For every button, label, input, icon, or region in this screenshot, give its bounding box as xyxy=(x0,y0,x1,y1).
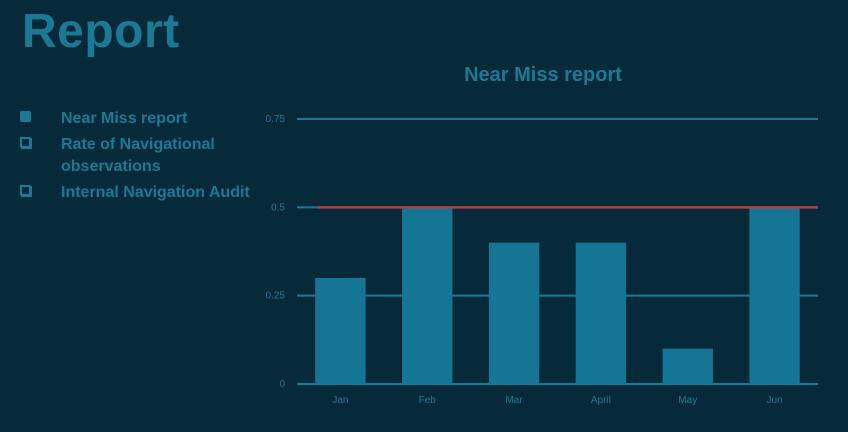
gridlines xyxy=(297,118,818,385)
bar-may xyxy=(662,348,713,384)
y-axis-ticks: 0 0.25 0.5 0.75 xyxy=(266,114,286,390)
legend-item-navigation-audit: Internal Navigation Audit xyxy=(20,182,250,204)
bars xyxy=(315,207,800,384)
y-tick-label: 0.25 xyxy=(266,291,286,302)
checkbox-bullet-icon xyxy=(20,137,31,148)
x-axis-ticks: Jan Feb Mar April May Jun xyxy=(332,395,782,406)
y-tick-label: 0 xyxy=(279,379,285,390)
chart-title: Near Miss report xyxy=(464,64,622,86)
x-tick-label: Jan xyxy=(332,395,348,406)
x-tick-label: Jun xyxy=(767,395,783,406)
checkbox-bullet-icon xyxy=(20,185,31,196)
bar-jan xyxy=(315,278,366,384)
square-bullet-icon xyxy=(20,111,31,122)
legend-item-navigational-observations: Rate of Navigational observations xyxy=(20,134,250,178)
legend-item-near-miss: Near Miss report xyxy=(20,108,250,130)
legend: Near Miss report Rate of Navigational ob… xyxy=(20,108,250,208)
x-tick-label: April xyxy=(591,395,611,406)
x-tick-label: Mar xyxy=(505,395,523,406)
x-tick-label: Feb xyxy=(419,395,437,406)
legend-label: Internal Navigation Audit xyxy=(61,184,250,201)
bar-feb xyxy=(402,207,453,384)
page-title: Report xyxy=(22,5,180,58)
bar-jun xyxy=(749,207,800,384)
y-tick-label: 0.5 xyxy=(271,202,285,213)
legend-label: Rate of Navigational observations xyxy=(61,136,215,175)
bar-mar xyxy=(488,242,540,384)
legend-label: Near Miss report xyxy=(61,110,188,127)
bar-april xyxy=(575,242,627,384)
y-tick-label: 0.75 xyxy=(266,114,286,125)
x-tick-label: May xyxy=(678,395,697,406)
